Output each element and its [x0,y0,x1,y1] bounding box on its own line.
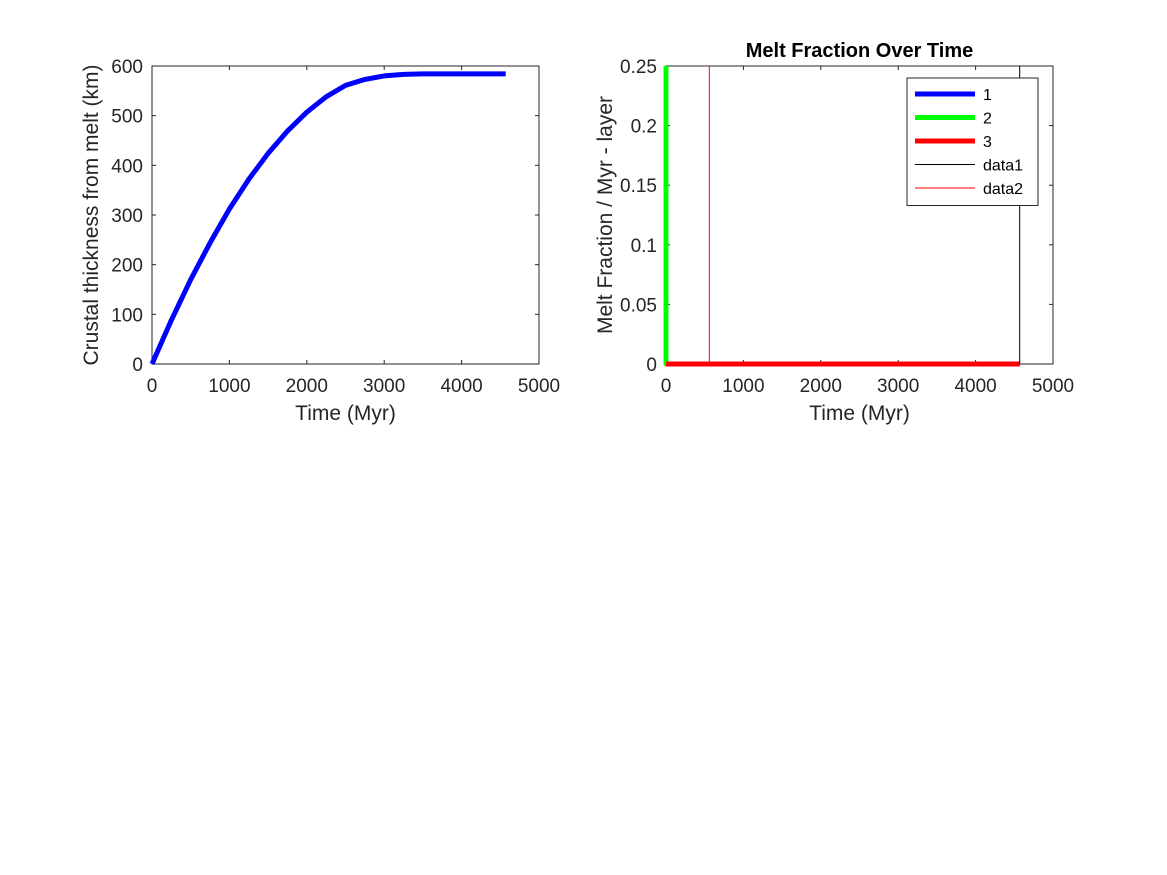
legend-label-1: 1 [983,87,992,104]
thickness-chart-x-axis-label: Time (Myr) [295,402,396,425]
melt-fraction-chart-y-tick-label: 0.2 [631,117,657,138]
thickness-chart-y-tick-label: 600 [111,57,143,78]
thickness-chart-x-tick-label: 2000 [286,376,328,397]
legend-label-data1: data1 [983,158,1023,175]
thickness-chart-series [149,71,506,366]
thickness-chart-y-tick-label: 400 [111,156,143,177]
melt-fraction-chart-x-tick-label: 2000 [800,376,842,397]
legend-label-3: 3 [983,134,992,151]
melt-fraction-chart-y-tick-label: 0.1 [631,236,657,257]
thickness-chart-x-tick-label: 1000 [208,376,250,397]
melt-fraction-chart: 0 1000 2000 3000 4000 5000 0 0.05 0.1 0.15 0.2 0.25… [594,40,1074,425]
thickness-chart: 0 1000 2000 3000 4000 5000 0 100 200 300 400 500 600… [80,57,560,425]
thickness-chart-y-tick-label: 0 [132,355,143,376]
melt-fraction-chart-series [663,66,1021,367]
melt-fraction-chart-x-tick-label: 4000 [954,376,996,397]
thickness-chart-y-axis-label: Crustal thickness from melt (km) [80,64,103,365]
melt-fraction-chart-y-tick-label: 0.25 [620,57,657,78]
thickness-chart-x-tick-label: 4000 [440,376,482,397]
thickness-chart-x-tick-label: 5000 [518,376,560,397]
melt-fraction-chart-x-tick-label: 5000 [1032,376,1074,397]
melt-fraction-chart-x-tick-label: 0 [661,376,672,397]
melt-fraction-chart-x-axis-label: Time (Myr) [809,402,910,425]
melt-fraction-chart-y-axis-label: Melt Fraction / Myr - layer [594,96,617,334]
melt-fraction-chart-x-tick-label: 3000 [877,376,919,397]
legend-label-2: 2 [983,111,992,128]
thickness-chart-y-tick-label: 200 [111,256,143,277]
melt-fraction-chart-y-tick-label: 0 [646,355,657,376]
thickness-chart-y-tick-label: 500 [111,107,143,128]
thickness-chart-x-tick-label: 3000 [363,376,405,397]
melt-fraction-chart-legend: 1 2 3 data1 data2 [906,77,1039,206]
legend-label-data2: data2 [983,181,1023,198]
thickness-chart-y-tick-label: 100 [111,305,143,326]
melt-fraction-chart-y-tick-label: 0.05 [620,295,657,316]
melt-fraction-chart-ticks: 0 1000 2000 3000 4000 5000 0 0.05 0.1 0.15 0.2 0.25 [620,57,1074,397]
melt-fraction-chart-x-tick-label: 1000 [722,376,764,397]
thickness-chart-y-tick-label: 300 [111,206,143,227]
thickness-chart-x-tick-label: 0 [147,376,158,397]
thickness-chart-axes-box [151,65,540,365]
melt-fraction-chart-y-tick-label: 0.15 [620,176,657,197]
thickness-chart-ticks: 0 1000 2000 3000 4000 5000 0 100 200 300 400 500 600 [111,57,560,397]
melt-fraction-chart-title: Melt Fraction Over Time [746,40,973,62]
thickness-chart-series-line-1 [149,71,506,366]
